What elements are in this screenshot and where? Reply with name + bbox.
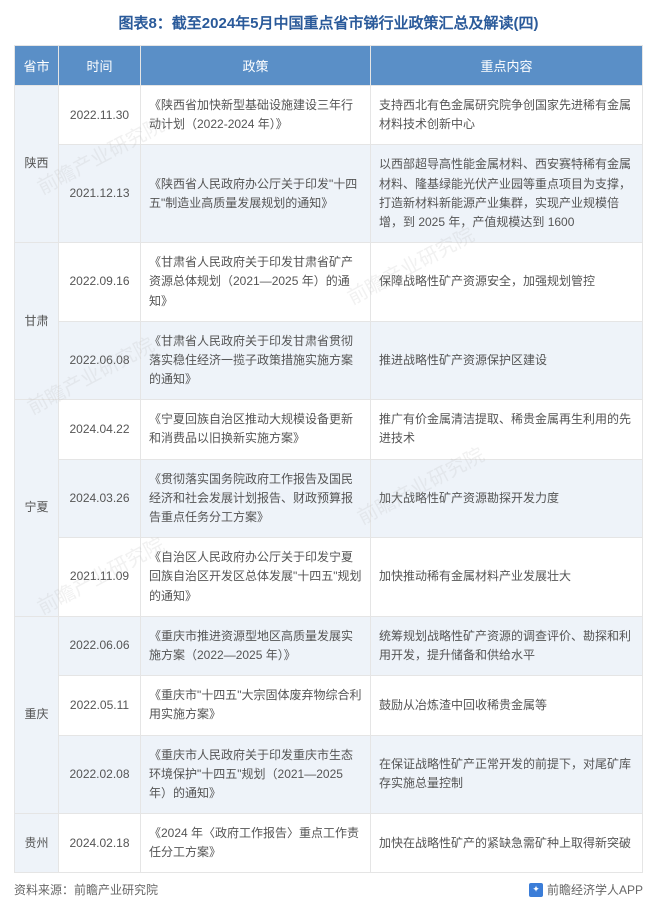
content-cell: 加大战略性矿产资源勘探开发力度 [371, 459, 643, 538]
table-row: 2022.06.08《甘肃省人民政府关于印发甘肃省贯彻落实稳住经济一揽子政策措施… [15, 321, 643, 400]
table-row: 重庆2022.06.06《重庆市推进资源型地区高质量发展实施方案（2022—20… [15, 616, 643, 675]
province-cell: 重庆 [15, 616, 59, 813]
policy-table: 省市 时间 政策 重点内容 陕西2022.11.30《陕西省加快新型基础设施建设… [14, 45, 643, 873]
date-cell: 2021.11.09 [59, 538, 141, 617]
table-row: 宁夏2024.04.22《宁夏回族自治区推动大规模设备更新和消费品以旧换新实施方… [15, 400, 643, 459]
table-row: 贵州2024.02.18《2024 年〈政府工作报告〉重点工作责任分工方案》加快… [15, 814, 643, 873]
table-row: 2022.05.11《重庆市"十四五"大宗固体废弃物综合利用实施方案》鼓励从冶炼… [15, 676, 643, 735]
content-cell: 加快在战略性矿产的紧缺急需矿种上取得新突破 [371, 814, 643, 873]
policy-cell: 《甘肃省人民政府关于印发甘肃省贯彻落实稳住经济一揽子政策措施实施方案的通知》 [141, 321, 371, 400]
table-row: 2022.02.08《重庆市人民政府关于印发重庆市生态环境保护"十四五"规划（2… [15, 735, 643, 814]
table-row: 陕西2022.11.30《陕西省加快新型基础设施建设三年行动计划（2022-20… [15, 86, 643, 145]
policy-cell: 《重庆市人民政府关于印发重庆市生态环境保护"十四五"规划（2021—2025 年… [141, 735, 371, 814]
policy-cell: 《陕西省加快新型基础设施建设三年行动计划（2022-2024 年）》 [141, 86, 371, 145]
content-cell: 鼓励从冶炼渣中回收稀贵金属等 [371, 676, 643, 735]
date-cell: 2022.09.16 [59, 243, 141, 322]
date-cell: 2024.03.26 [59, 459, 141, 538]
date-cell: 2021.12.13 [59, 145, 141, 243]
policy-cell: 《甘肃省人民政府关于印发甘肃省矿产资源总体规划（2021—2025 年）的通知》 [141, 243, 371, 322]
province-cell: 宁夏 [15, 400, 59, 617]
table-row: 2024.03.26《贯彻落实国务院政府工作报告及国民经济和社会发展计划报告、财… [15, 459, 643, 538]
date-cell: 2024.04.22 [59, 400, 141, 459]
footer-app-label: 前瞻经济学人APP [547, 881, 643, 898]
date-cell: 2022.06.08 [59, 321, 141, 400]
content-cell: 以西部超导高性能金属材料、西安赛特稀有金属材料、隆基绿能光伏产业园等重点项目为支… [371, 145, 643, 243]
policy-cell: 《陕西省人民政府办公厅关于印发"十四五"制造业高质量发展规划的通知》 [141, 145, 371, 243]
date-cell: 2022.11.30 [59, 86, 141, 145]
content-cell: 推广有价金属清洁提取、稀贵金属再生利用的先进技术 [371, 400, 643, 459]
content-cell: 推进战略性矿产资源保护区建设 [371, 321, 643, 400]
policy-cell: 《2024 年〈政府工作报告〉重点工作责任分工方案》 [141, 814, 371, 873]
content-cell: 支持西北有色金属研究院争创国家先进稀有金属材料技术创新中心 [371, 86, 643, 145]
content-cell: 保障战略性矿产资源安全，加强规划管控 [371, 243, 643, 322]
policy-cell: 《贯彻落实国务院政府工作报告及国民经济和社会发展计划报告、财政预算报告重点任务分… [141, 459, 371, 538]
content-cell: 统筹规划战略性矿产资源的调查评价、勘探和利用开发，提升储备和供给水平 [371, 616, 643, 675]
header-content: 重点内容 [371, 46, 643, 86]
date-cell: 2022.06.06 [59, 616, 141, 675]
date-cell: 2024.02.18 [59, 814, 141, 873]
footer-source: 资料来源：前瞻产业研究院 [14, 881, 158, 898]
province-cell: 陕西 [15, 86, 59, 243]
chart-title: 图表8：截至2024年5月中国重点省市锑行业政策汇总及解读(四) [14, 12, 643, 33]
header-date: 时间 [59, 46, 141, 86]
footer-app: ✦ 前瞻经济学人APP [529, 881, 643, 898]
policy-cell: 《重庆市推进资源型地区高质量发展实施方案（2022—2025 年）》 [141, 616, 371, 675]
policy-cell: 《自治区人民政府办公厅关于印发宁夏回族自治区开发区总体发展"十四五"规划的通知》 [141, 538, 371, 617]
header-policy: 政策 [141, 46, 371, 86]
table-row: 2021.11.09《自治区人民政府办公厅关于印发宁夏回族自治区开发区总体发展"… [15, 538, 643, 617]
province-cell: 贵州 [15, 814, 59, 873]
app-icon: ✦ [529, 883, 543, 897]
table-header-row: 省市 时间 政策 重点内容 [15, 46, 643, 86]
policy-cell: 《宁夏回族自治区推动大规模设备更新和消费品以旧换新实施方案》 [141, 400, 371, 459]
header-province: 省市 [15, 46, 59, 86]
table-row: 2021.12.13《陕西省人民政府办公厅关于印发"十四五"制造业高质量发展规划… [15, 145, 643, 243]
content-cell: 在保证战略性矿产正常开发的前提下，对尾矿库存实施总量控制 [371, 735, 643, 814]
date-cell: 2022.05.11 [59, 676, 141, 735]
date-cell: 2022.02.08 [59, 735, 141, 814]
table-row: 甘肃2022.09.16《甘肃省人民政府关于印发甘肃省矿产资源总体规划（2021… [15, 243, 643, 322]
policy-cell: 《重庆市"十四五"大宗固体废弃物综合利用实施方案》 [141, 676, 371, 735]
footer: 资料来源：前瞻产业研究院 ✦ 前瞻经济学人APP [14, 881, 643, 898]
province-cell: 甘肃 [15, 243, 59, 400]
content-cell: 加快推动稀有金属材料产业发展壮大 [371, 538, 643, 617]
